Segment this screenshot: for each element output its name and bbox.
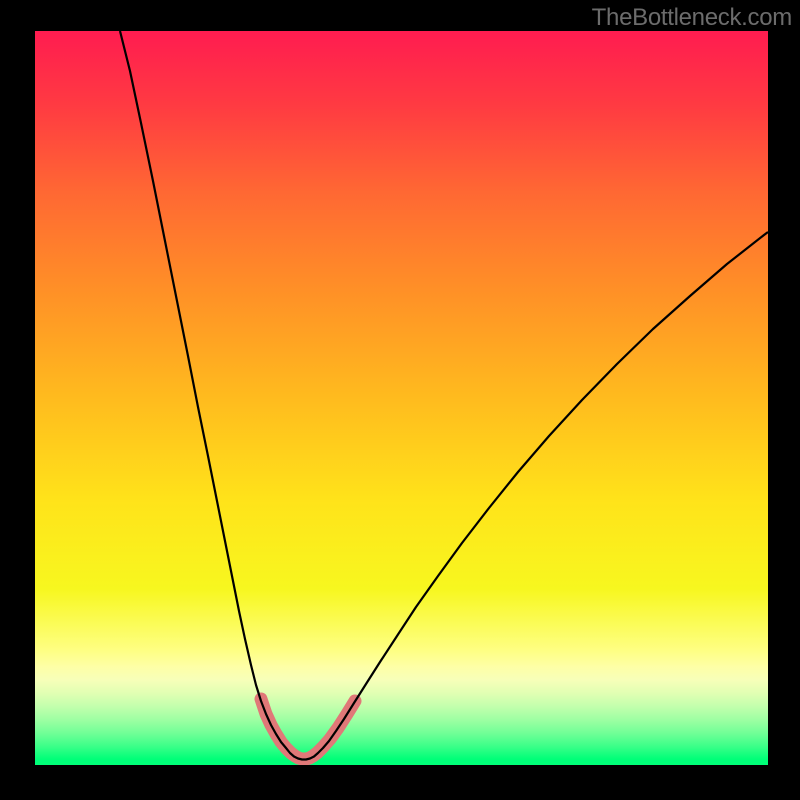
chart-container: { "watermark": { "text": "TheBottleneck.… <box>0 0 800 800</box>
watermark-text: TheBottleneck.com <box>592 4 792 32</box>
plot-area <box>35 31 768 765</box>
plot-svg <box>35 31 768 765</box>
